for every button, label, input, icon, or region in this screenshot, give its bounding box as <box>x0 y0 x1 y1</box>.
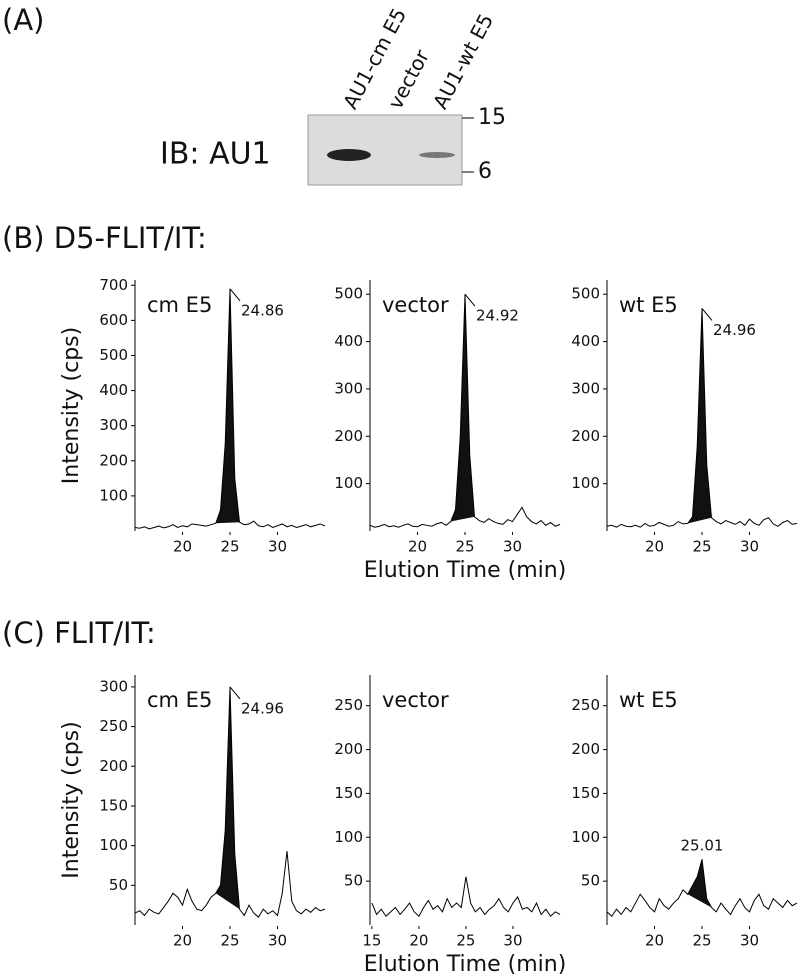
peak-label: 24.92 <box>476 307 519 325</box>
peak-label: 25.01 <box>681 837 724 855</box>
x-tick-label: 25 <box>692 538 711 556</box>
lane-label: vector <box>383 45 434 113</box>
blot-label: IB: AU1 <box>160 137 271 172</box>
y-tick-label: 250 <box>99 717 128 735</box>
x-tick-label: 25 <box>220 538 239 556</box>
y-tick-label: 100 <box>334 474 363 492</box>
y-tick-label: 150 <box>99 796 128 814</box>
chart-label: cm E5 <box>147 293 212 317</box>
marker-label: 6 <box>478 159 492 184</box>
x-tick-label: 25 <box>456 932 475 950</box>
y-tick-label: 300 <box>571 379 600 397</box>
y-tick-label: 200 <box>99 451 128 469</box>
y-axis-label: Intensity (cps) <box>59 327 84 484</box>
y-tick-label: 200 <box>334 427 363 445</box>
y-tick-label: 250 <box>334 696 363 714</box>
y-tick-label: 100 <box>571 828 600 846</box>
y-tick-label: 400 <box>99 381 128 399</box>
peak-label: 24.96 <box>713 321 756 339</box>
y-axis-label: Intensity (cps) <box>59 721 84 878</box>
y-tick-label: 50 <box>344 872 363 890</box>
chart-label: vector <box>382 293 449 317</box>
leader <box>229 686 241 700</box>
panel-title: (C) FLIT/IT: <box>2 616 156 650</box>
band <box>419 152 455 158</box>
chart-label: cm E5 <box>147 688 212 712</box>
x-tick-label: 30 <box>503 932 522 950</box>
lane-label: AU1-wt E5 <box>428 10 498 113</box>
y-tick-label: 150 <box>334 784 363 802</box>
x-tick-label: 30 <box>268 932 287 950</box>
y-tick-label: 500 <box>99 346 128 364</box>
x-tick-label: 25 <box>455 538 474 556</box>
y-tick-label: 400 <box>334 332 363 350</box>
y-tick-label: 50 <box>109 876 128 894</box>
x-tick-label: 20 <box>409 932 428 950</box>
panel-title: (B) D5-FLIT/IT: <box>2 221 207 255</box>
y-tick-label: 600 <box>99 311 128 329</box>
chart-label: wt E5 <box>619 688 678 712</box>
chart-label: vector <box>382 688 449 712</box>
peak-area <box>215 686 240 910</box>
y-tick-label: 100 <box>99 486 128 504</box>
x-tick-label: 30 <box>740 538 759 556</box>
peak-area <box>687 308 712 524</box>
marker-label: 15 <box>478 105 506 130</box>
x-tick-label: 30 <box>740 932 759 950</box>
y-tick-label: 100 <box>99 836 128 854</box>
peak-label: 24.96 <box>241 699 284 717</box>
y-tick-label: 200 <box>334 740 363 758</box>
y-tick-label: 250 <box>571 696 600 714</box>
x-tick-label: 30 <box>503 538 522 556</box>
peak-area <box>687 859 712 908</box>
blot <box>307 114 463 186</box>
y-tick-label: 300 <box>99 677 128 695</box>
y-tick-label: 300 <box>334 379 363 397</box>
x-tick-label: 20 <box>408 538 427 556</box>
y-tick-label: 50 <box>581 872 600 890</box>
x-tick-label: 20 <box>173 932 192 950</box>
y-tick-label: 500 <box>334 285 363 303</box>
leader <box>229 288 241 302</box>
x-tick-label: 25 <box>692 932 711 950</box>
peak-label: 24.86 <box>241 301 284 319</box>
peak-area <box>450 294 475 522</box>
trace <box>606 859 798 917</box>
y-tick-label: 700 <box>99 276 128 294</box>
x-axis-label: Elution Time (min) <box>364 558 567 583</box>
y-tick-label: 200 <box>99 757 128 775</box>
x-tick-label: 25 <box>220 932 239 950</box>
trace <box>371 876 561 918</box>
x-tick-label: 20 <box>645 538 664 556</box>
leader <box>701 308 713 321</box>
x-tick-label: 15 <box>362 932 381 950</box>
y-tick-label: 150 <box>571 784 600 802</box>
y-tick-label: 100 <box>571 474 600 492</box>
y-tick-label: 100 <box>334 828 363 846</box>
band <box>327 149 371 161</box>
x-tick-label: 20 <box>645 932 664 950</box>
leader <box>464 293 476 307</box>
x-tick-label: 20 <box>173 538 192 556</box>
peak-area <box>215 288 240 524</box>
x-axis-label: Elution Time (min) <box>364 952 567 977</box>
y-tick-label: 300 <box>99 416 128 434</box>
y-tick-label: 200 <box>571 427 600 445</box>
y-tick-label: 400 <box>571 332 600 350</box>
y-tick-label: 200 <box>571 740 600 758</box>
chart-label: wt E5 <box>619 293 678 317</box>
x-tick-label: 30 <box>268 538 287 556</box>
y-tick-label: 500 <box>571 285 600 303</box>
panel-label: (A) <box>2 3 44 37</box>
